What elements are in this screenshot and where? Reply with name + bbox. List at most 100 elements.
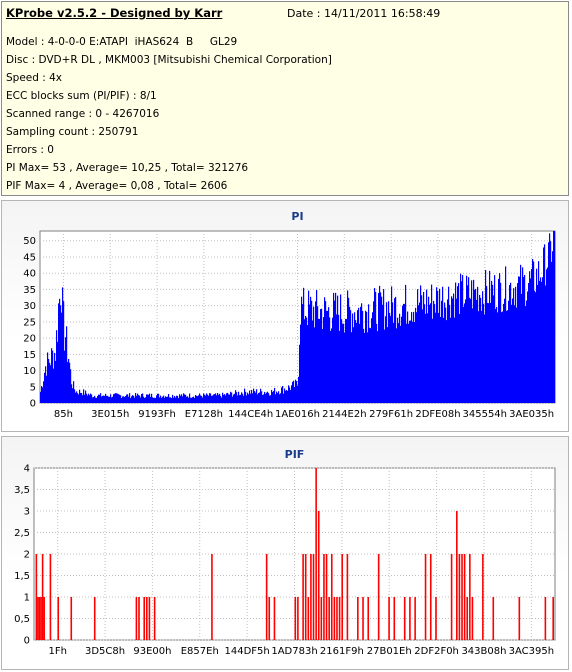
pif-bar (135, 597, 138, 640)
pi-bar (478, 311, 480, 403)
y-tick-label: 10 (23, 366, 36, 377)
pi-bar (254, 391, 256, 403)
x-tick-label: 3AC395h (509, 646, 554, 657)
pi-bar (544, 244, 546, 403)
pi-bar (508, 300, 510, 403)
pi-bar (187, 396, 189, 403)
pi-bar (437, 290, 439, 403)
pi-bar (526, 300, 528, 403)
pi-bar (459, 313, 461, 403)
pi-bar (352, 313, 354, 403)
pi-bar (500, 282, 502, 403)
pi-bar (47, 352, 49, 403)
pi-bar (429, 304, 431, 403)
pif-bar (307, 597, 310, 640)
pif-bar (338, 597, 341, 640)
pi-bar (169, 397, 171, 403)
pi-bar (206, 393, 208, 403)
pi-bar (425, 313, 427, 403)
pi-bar (390, 316, 392, 403)
pi-bar (518, 276, 520, 403)
pif-bar (518, 597, 521, 640)
pi-bar (368, 304, 370, 403)
pi-bar (90, 393, 92, 403)
pi-bar (487, 302, 489, 403)
pi-bar (321, 308, 323, 403)
pi-bar (460, 273, 462, 403)
pi-bar (342, 323, 344, 403)
pi-bar (114, 393, 116, 403)
pi-bar (240, 394, 242, 403)
pi-bar (333, 292, 335, 403)
pif-bar (138, 597, 140, 640)
pi-bar (65, 337, 67, 403)
pi-bar (49, 362, 51, 403)
pi-bar (158, 393, 160, 403)
pi-bar (140, 397, 142, 403)
pi-bar (326, 310, 328, 403)
pif-bar (377, 554, 380, 640)
pi-bar (468, 277, 470, 403)
pi-bar (541, 281, 543, 403)
x-tick-label: 1AD783h (271, 646, 317, 657)
pi-bar (175, 397, 177, 403)
pi-bar (418, 305, 420, 403)
pi-bar (226, 393, 228, 403)
x-tick-label: 1Fh (48, 646, 66, 657)
pi-bar (257, 394, 259, 403)
pi-bar (124, 397, 126, 403)
pi-bar (521, 293, 523, 403)
scan-date: Date : 14/11/2011 16:58:49 (287, 7, 441, 20)
pi-bar (173, 397, 175, 403)
pi-bar (180, 395, 182, 403)
pi-bar (448, 286, 450, 403)
pi-bar (525, 306, 527, 403)
pi-bar (444, 302, 446, 403)
pi-bar (547, 267, 549, 403)
pif-bar (388, 597, 390, 640)
pi-bar (134, 397, 136, 403)
pi-bar (190, 397, 192, 403)
pi-bar (76, 391, 78, 403)
pif-bar (469, 554, 471, 640)
pi-bar (193, 396, 195, 403)
pi-bar (267, 391, 269, 403)
pif-bar (367, 597, 370, 640)
pi-bar (250, 393, 252, 403)
pif-bar (414, 597, 416, 640)
pi-bar (164, 397, 166, 403)
pi-bar (394, 298, 396, 403)
pi-bar (174, 396, 176, 403)
pi-bar (277, 392, 279, 403)
pi-bar (491, 280, 493, 403)
pi-summary-line: PI Max= 53 , Average= 10,25 , Total= 321… (6, 162, 249, 174)
pi-bar (329, 317, 331, 403)
pi-bar (499, 273, 501, 403)
pi-bar (311, 300, 313, 403)
y-tick-label: 40 (23, 269, 36, 280)
pi-bar (318, 318, 320, 403)
pi-bar (509, 285, 511, 403)
pi-bar (537, 284, 539, 403)
pi-bar (479, 294, 481, 403)
pi-bar (303, 287, 305, 403)
pi-bar (69, 362, 71, 403)
info-panel: KProbe v2.5.2 - Designed by Karr Date : … (1, 1, 569, 196)
pi-bar (334, 300, 336, 403)
pi-bar (178, 398, 180, 403)
y-tick-label: 1,5 (14, 571, 30, 582)
pi-bar (496, 307, 498, 403)
pi-bar (125, 396, 127, 403)
y-tick-label: 3 (24, 507, 30, 518)
pif-chart: PIF 0 0,5 1 1,5 2 2,5 3 3,5 4 1Fh 3D5C8h 93E00h E857E… (14, 448, 556, 657)
pi-bar (370, 328, 372, 403)
pi-bar (502, 311, 504, 403)
pi-bar (86, 393, 88, 403)
pi-bar (105, 393, 107, 403)
pi-bar (271, 389, 273, 403)
pi-bar (149, 393, 151, 403)
pif-bar (143, 597, 146, 640)
pi-bar (188, 397, 190, 403)
pi-bar (132, 395, 134, 403)
pi-bar (102, 395, 104, 403)
